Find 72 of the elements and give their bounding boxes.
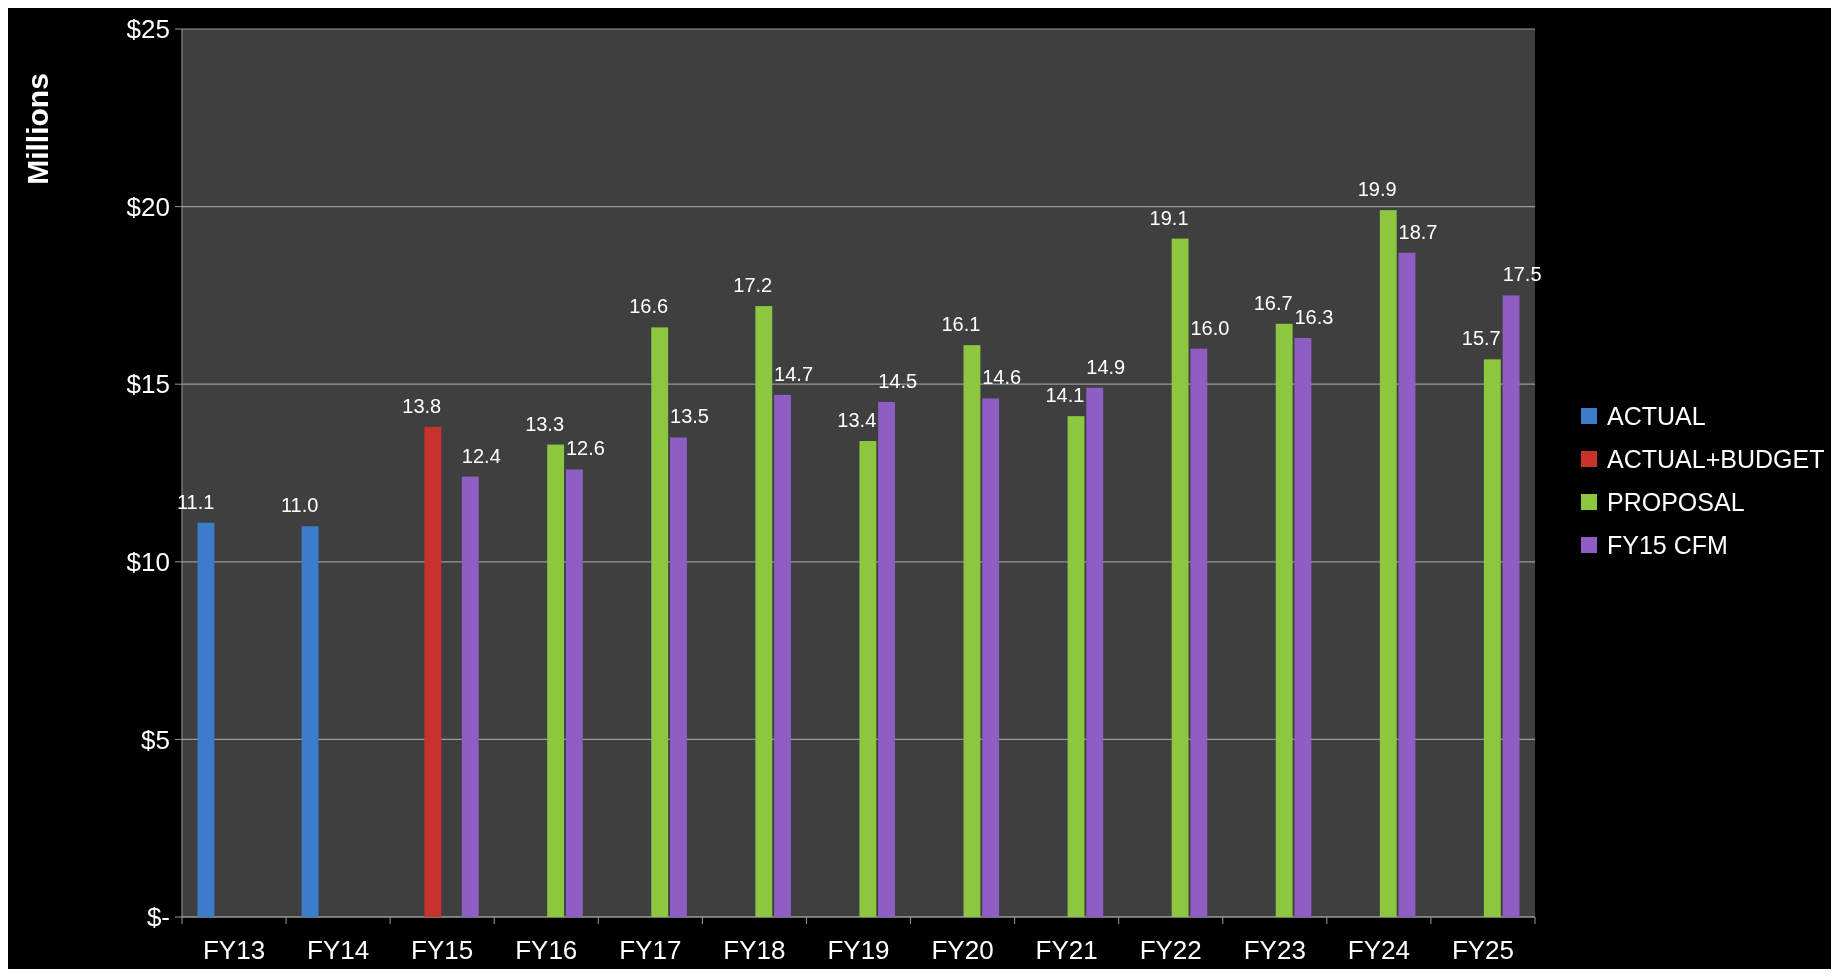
bar — [1294, 338, 1312, 917]
bar — [1379, 210, 1397, 917]
bar — [1086, 387, 1104, 917]
x-tick-label: FY23 — [1243, 935, 1306, 965]
data-label: 15.7 — [1461, 327, 1501, 350]
data-label: 13.5 — [670, 405, 709, 428]
y-tick-label: $25 — [126, 14, 170, 45]
bar — [301, 526, 319, 917]
data-label: 17.2 — [733, 274, 773, 297]
data-label: 19.9 — [1357, 178, 1397, 201]
data-label: 11.1 — [176, 490, 215, 513]
data-label: 18.7 — [1398, 220, 1438, 243]
bar — [461, 476, 479, 917]
data-label: 13.8 — [402, 394, 442, 417]
x-tick-label: FY24 — [1347, 935, 1410, 965]
x-tick-label: FY25 — [1451, 935, 1515, 965]
data-label: 14.6 — [982, 366, 1022, 389]
bar — [1398, 252, 1416, 917]
bar — [651, 327, 669, 917]
data-label: 14.9 — [1086, 355, 1126, 378]
legend-label: ACTUAL+BUDGET — [1607, 444, 1825, 473]
bar — [424, 426, 442, 917]
legend-label: PROPOSAL — [1607, 487, 1745, 516]
bar — [1171, 238, 1189, 917]
data-label: 16.6 — [629, 295, 669, 318]
x-tick-label: FY15 — [411, 935, 474, 965]
bar — [963, 345, 981, 917]
data-label: 16.7 — [1253, 291, 1293, 314]
x-tick-label: FY19 — [827, 935, 890, 965]
bar — [670, 437, 687, 917]
x-tick-label: FY14 — [307, 935, 370, 965]
data-label: 14.5 — [878, 369, 918, 392]
y-axis-title: Millions — [21, 73, 54, 185]
x-tick-label: FY16 — [515, 935, 578, 965]
data-label: 16.3 — [1294, 306, 1334, 329]
x-tick-label: FY22 — [1139, 935, 1202, 965]
bar — [859, 441, 877, 917]
x-tick-label: FY17 — [619, 935, 682, 965]
bar — [755, 306, 773, 917]
y-tick-label: $20 — [126, 191, 170, 222]
data-label: 13.3 — [525, 412, 565, 435]
bar — [774, 394, 791, 917]
bar — [1502, 295, 1520, 917]
y-tick-label: $15 — [126, 369, 170, 400]
legend-label: FY15 CFM — [1607, 530, 1728, 559]
bar — [1275, 323, 1293, 917]
y-tick-label: $5 — [141, 724, 170, 755]
bar — [982, 398, 1000, 917]
x-tick-label: FY20 — [931, 935, 994, 965]
data-label: 16.0 — [1190, 316, 1230, 339]
x-tick-label: FY21 — [1035, 935, 1098, 965]
data-label: 12.6 — [565, 437, 605, 460]
bar — [197, 522, 215, 917]
y-tick-label: $- — [146, 902, 170, 933]
bar — [1190, 348, 1208, 917]
bar — [1067, 416, 1085, 917]
x-tick-label: FY18 — [723, 935, 786, 965]
data-label: 14.7 — [774, 362, 814, 385]
bar — [878, 401, 896, 917]
y-tick-label: $10 — [126, 546, 170, 577]
data-label: 17.5 — [1502, 263, 1542, 286]
bar — [547, 444, 565, 917]
data-label: 19.1 — [1149, 206, 1189, 229]
legend-label: ACTUAL — [1607, 401, 1706, 430]
bar — [565, 469, 583, 917]
x-tick-label: FY13 — [202, 935, 266, 965]
bar — [1483, 359, 1501, 917]
data-label: 11.0 — [280, 494, 319, 517]
data-label: 16.1 — [941, 313, 981, 336]
data-label: 13.4 — [837, 409, 877, 432]
data-label: 12.4 — [461, 444, 501, 467]
data-label: 14.1 — [1045, 384, 1085, 407]
